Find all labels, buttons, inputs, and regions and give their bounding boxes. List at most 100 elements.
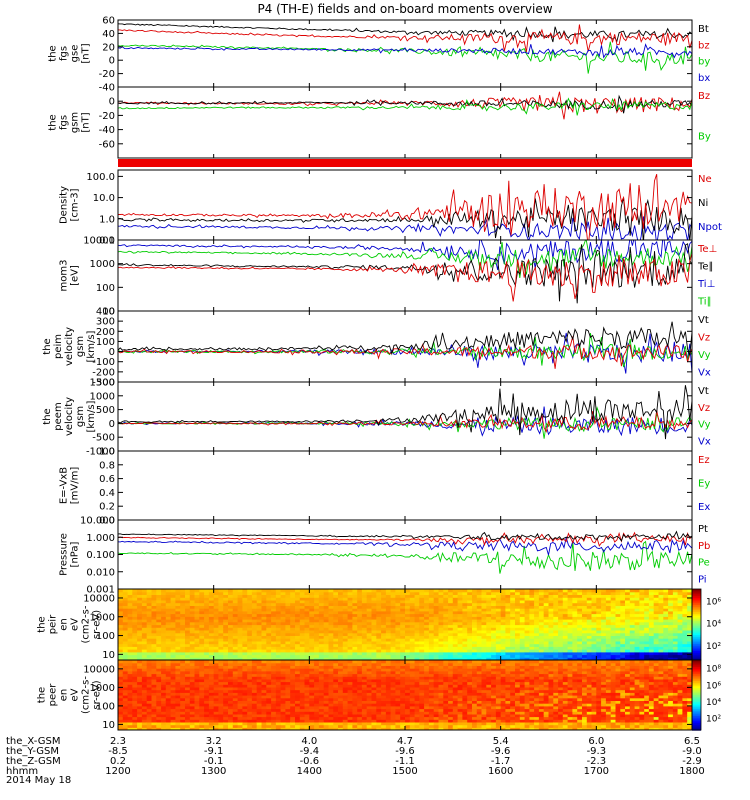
colorbar-label: 10²	[706, 642, 721, 652]
legend-entry: By	[698, 132, 711, 143]
y-tick-label: 0.8	[99, 460, 115, 471]
y-axis-label: [mV/m]	[70, 467, 81, 505]
y-tick-label: 10.000	[80, 516, 115, 527]
legend-entry: Vy	[698, 350, 711, 361]
y-tick-label: 40	[102, 29, 115, 40]
x-tick-label: 0.2	[110, 756, 126, 767]
colorbar-label: 10⁶	[706, 681, 721, 691]
y-axis-label: eV	[70, 688, 81, 701]
y-tick-label: 0.0	[99, 516, 115, 527]
y-tick-label: 10	[102, 650, 115, 661]
y-tick-label: 0.100	[86, 550, 115, 561]
series-group-pressure	[118, 530, 692, 574]
legend-entry: Pb	[698, 541, 710, 552]
series-line-Npot	[118, 216, 692, 240]
x-tick-label: 6.5	[684, 736, 700, 747]
series-line-Bt	[118, 23, 692, 43]
series-line-Vx	[118, 332, 692, 375]
colorbar-label: 10⁶	[706, 598, 721, 608]
y-axis-label: [eV]	[70, 265, 81, 286]
y-axis-label: the	[42, 338, 53, 354]
legend-entry: Vt	[698, 386, 709, 397]
panel-fgs_gse: 60 40 20 0 -20 -40 the fgs gse [nT] Bt bz by bx	[48, 16, 711, 94]
panel-pressure: 10.000 1.000 0.100 0.010 0.001 Pressure [nPa] P…	[59, 516, 711, 596]
legend-entry: bz	[698, 40, 710, 51]
x-tick-label: 1300	[201, 766, 226, 777]
series-line-Bt	[118, 94, 692, 114]
series-group-fgs_gsm	[118, 91, 692, 120]
y-tick-label: 100	[96, 337, 115, 348]
series-line-Ti⊥	[118, 240, 692, 271]
y-tick-label: -500	[92, 433, 115, 444]
y-tick-label: 0	[109, 56, 115, 67]
series-line-Vy	[118, 333, 692, 368]
y-tick-label: 1.000	[86, 533, 115, 544]
legend-entry: Ne	[698, 174, 712, 185]
y-tick-label: 10000	[83, 594, 115, 605]
x-tick-label: 5.4	[493, 736, 509, 747]
y-axis-label: the	[48, 114, 59, 130]
y-axis-label: gsm	[75, 406, 86, 427]
y-tick-label: 200	[96, 327, 115, 338]
y-tick-label: 0.010	[86, 567, 115, 578]
x-tick-label: -1.7	[491, 756, 511, 767]
series-group-peem_velocity	[118, 385, 692, 440]
x-tick-label: -0.6	[300, 756, 320, 767]
y-axis-label: mom3	[59, 260, 70, 292]
x-tick-label: -2.3	[587, 756, 607, 767]
y-tick-label: 1000	[90, 259, 115, 270]
legend-entry: Vy	[698, 420, 711, 431]
series-line-bx	[118, 43, 692, 59]
series-line-Ti∥	[118, 240, 692, 278]
y-axis-label: the	[42, 408, 53, 424]
legend-entry: Bt	[698, 24, 709, 35]
y-axis-label: peir	[48, 614, 59, 634]
x-axis-table: the_X-GSM 2.3 3.2 4.0 4.7 5.4 6.0 6.5 the_Y-GSM -…	[6, 20, 705, 777]
x-tick-label: 1200	[105, 766, 130, 777]
panel-fgs_gsm: 0 -20 -40 -60 the fgs gsm [nT] Bz By	[48, 86, 711, 159]
legend-entry: Pe	[698, 558, 710, 569]
y-axis-label: E=-VxB	[59, 467, 70, 504]
y-tick-label: -200	[92, 367, 115, 378]
y-axis-label: peim	[53, 334, 64, 359]
x-tick-label: 1500	[392, 766, 417, 777]
y-tick-label: 0.1	[99, 236, 115, 247]
y-tick-label: 1000	[90, 391, 115, 402]
spectrogram-peir_spec	[118, 589, 692, 660]
x-tick-label: -9.4	[300, 746, 320, 757]
y-tick-label: 0.001	[86, 585, 115, 596]
y-axis-label: [km/s]	[86, 400, 97, 432]
panel-temperature: 10000 1000 100 10 mom3 [eV] Te⊥ Te∥ Ti⊥ Ti∥	[59, 236, 718, 318]
legend-entry: Bz	[698, 91, 710, 102]
y-tick-label: 10	[102, 307, 115, 318]
colorbar-peir_spec: 10⁶ 10⁴ 10²	[691, 588, 721, 661]
legend-entry: Pi	[698, 575, 707, 586]
y-axis-label: [cm-3]	[70, 188, 81, 221]
spectrogram-peer_spec	[118, 660, 692, 730]
y-tick-label: 1000	[90, 683, 115, 694]
series-line-Pe	[118, 540, 692, 574]
colorbar-label: 10⁴	[706, 620, 721, 630]
y-axis-label: sr-eV)	[92, 680, 103, 709]
x-tick-label: -0.1	[204, 756, 224, 767]
y-tick-label: 1500	[90, 378, 115, 389]
legend-entry: Ni	[698, 198, 708, 209]
y-tick-label: 20	[102, 42, 115, 53]
y-axis-label: the	[37, 687, 48, 703]
y-axis-label: fgs	[59, 46, 70, 61]
x-tick-label: 1800	[679, 766, 704, 777]
panel-peem_velocity: 1500 1000 500 0 -500 -1000 the peem velocity gsm[…	[42, 378, 711, 458]
legend-entry: Vx	[698, 437, 711, 448]
y-axis-label: (cm2-s-	[81, 605, 92, 643]
x-tick-label: -9.0	[682, 746, 702, 757]
y-tick-label: 300	[96, 317, 115, 328]
x-tick-label: 6.0	[588, 736, 604, 747]
panel-peir_spec: 10⁶ 10⁴ 10² 10000 1000 100 10 the peir en eV (cm2-s…	[37, 588, 721, 661]
y-axis-label: [nPa]	[70, 541, 81, 567]
y-tick-label: 100	[96, 283, 115, 294]
y-tick-label: 100.0	[86, 172, 115, 183]
y-axis-label: gse	[70, 45, 81, 63]
y-tick-label: 0.6	[99, 474, 115, 485]
